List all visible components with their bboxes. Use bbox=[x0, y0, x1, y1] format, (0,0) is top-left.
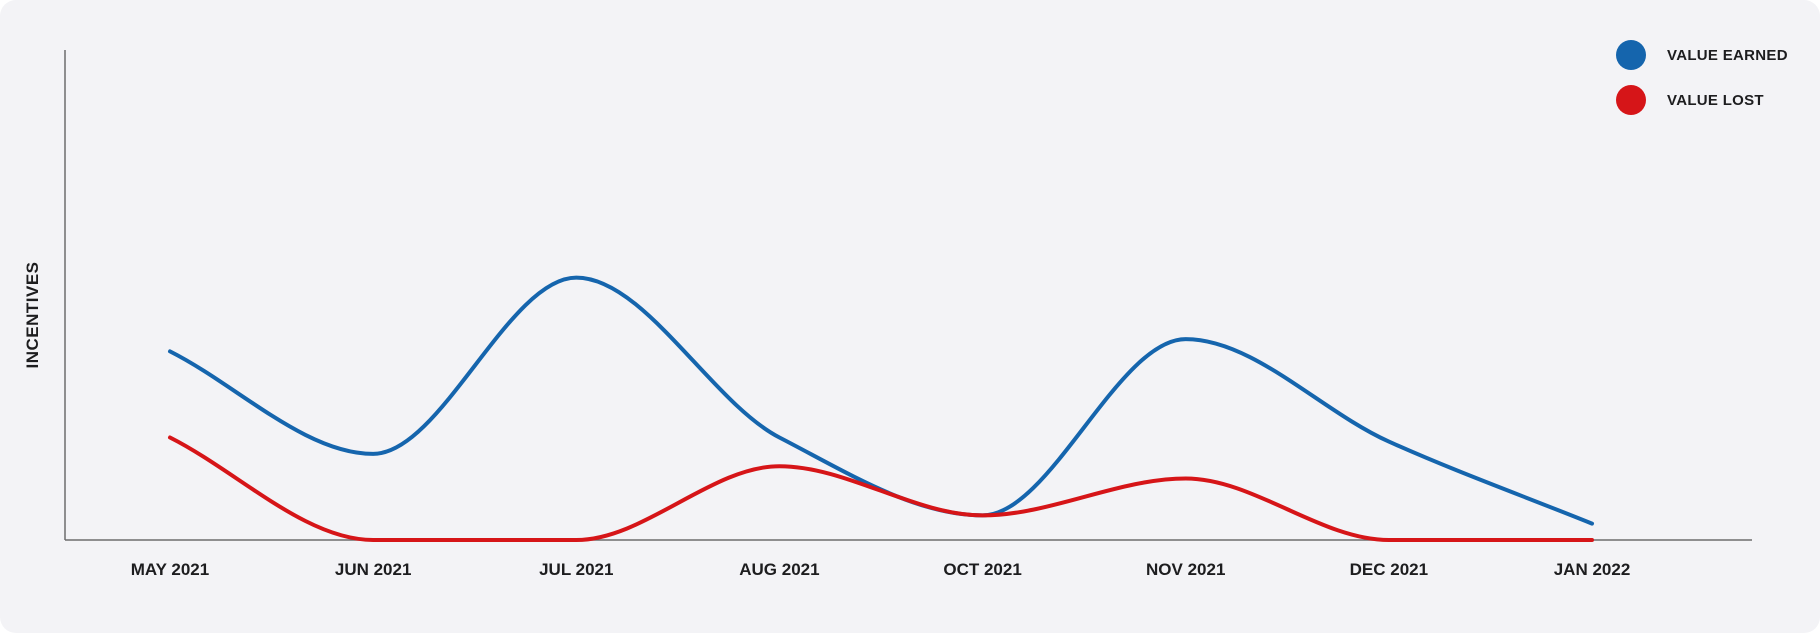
legend: VALUE EARNED VALUE LOST bbox=[1616, 40, 1788, 130]
series-line-value-lost bbox=[168, 435, 1594, 543]
x-tick-label: AUG 2021 bbox=[739, 560, 819, 579]
x-tick-label: MAY 2021 bbox=[131, 560, 209, 579]
series-line-value-earned bbox=[168, 275, 1594, 526]
series-layer bbox=[168, 275, 1594, 543]
legend-label-value-earned: VALUE EARNED bbox=[1667, 46, 1788, 64]
x-tick-label: JUL 2021 bbox=[539, 560, 613, 579]
x-tick-label: DEC 2021 bbox=[1350, 560, 1428, 579]
legend-label-value-lost: VALUE LOST bbox=[1667, 91, 1764, 109]
legend-item-value-lost: VALUE LOST bbox=[1616, 85, 1788, 115]
legend-item-value-earned: VALUE EARNED bbox=[1616, 40, 1788, 70]
legend-swatch-value-earned bbox=[1616, 40, 1646, 70]
x-tick-labels: MAY 2021 JUN 2021 JUL 2021 AUG 2021 OCT 2021… bbox=[131, 560, 1631, 579]
y-axis-title: INCENTIVES bbox=[23, 261, 42, 368]
legend-swatch-value-lost bbox=[1616, 85, 1646, 115]
x-tick-label: JUN 2021 bbox=[335, 560, 412, 579]
x-tick-label: JAN 2022 bbox=[1554, 560, 1631, 579]
x-tick-label: NOV 2021 bbox=[1146, 560, 1225, 579]
x-tick-label: OCT 2021 bbox=[943, 560, 1021, 579]
